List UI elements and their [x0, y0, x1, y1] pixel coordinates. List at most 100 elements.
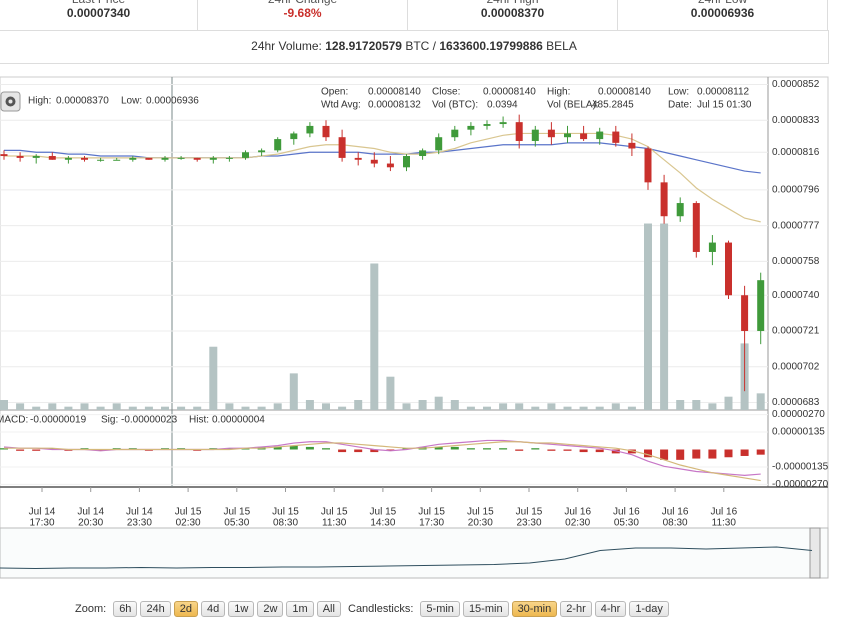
stat-value: -9.68%: [283, 6, 322, 20]
candle-body: [451, 129, 459, 138]
candle-body: [692, 203, 700, 252]
stat-cell: 24hr Change-9.68%: [198, 0, 409, 30]
navigator-handle[interactable]: [809, 527, 821, 579]
settings-icon[interactable]: [0, 91, 21, 112]
candle-body: [161, 157, 169, 160]
volume-row: 24hr Volume: 128.91720579 BTC / 1633600.…: [0, 30, 829, 64]
macd-hist-bar: [531, 448, 540, 450]
tooltip-label: Date:: [668, 100, 692, 111]
macd-hist-bar: [289, 445, 298, 450]
candle-button[interactable]: 30-min: [511, 601, 558, 617]
x-tick-date: Jul 16: [613, 507, 640, 518]
x-tick-date: Jul 15: [223, 507, 250, 518]
volume-bar: [724, 396, 733, 410]
volume-bar: [595, 406, 604, 410]
candle-body: [483, 124, 491, 126]
candle-button[interactable]: 15-min: [462, 601, 509, 617]
x-tick-time: 08:30: [663, 518, 688, 529]
x-tick-date: Jul 16: [564, 507, 591, 518]
y-tick-label: 0.0000816: [772, 147, 820, 158]
tooltip-label: Close:: [432, 87, 460, 98]
y-tick-label: 0.0000721: [772, 326, 820, 337]
macd-hist-bar: [466, 448, 475, 450]
tooltip-label: Low:: [668, 87, 689, 98]
candle-button[interactable]: 1-day: [629, 601, 669, 617]
candle-body: [725, 242, 732, 296]
volume-bela: 1633600.19799886: [439, 39, 543, 53]
zoom-button[interactable]: 2w: [257, 601, 284, 617]
zoom-button[interactable]: All: [316, 601, 341, 617]
candle-button[interactable]: 5-min: [420, 601, 460, 617]
macd-hist-bar: [434, 446, 443, 450]
candle-body: [97, 159, 105, 161]
zoom-button[interactable]: 2d: [173, 601, 199, 617]
volume-bar: [177, 406, 186, 410]
zoom-button[interactable]: 24h: [140, 601, 171, 617]
zoom-button[interactable]: 4d: [201, 601, 226, 617]
volume-bar: [402, 403, 411, 410]
candle-body: [64, 157, 72, 160]
volume-bar: [128, 406, 137, 410]
volume-bar: [627, 406, 636, 410]
macd-hist-bar: [499, 448, 508, 450]
x-tick-date: Jul 16: [710, 507, 737, 518]
x-tick-date: Jul 15: [175, 507, 202, 518]
macd-hist-bar: [144, 449, 153, 451]
zoom-button[interactable]: 1m: [286, 601, 314, 617]
volume-bar: [193, 406, 202, 410]
tooltip-value: 0.00008112: [697, 87, 750, 98]
moving-average: [4, 132, 761, 223]
volume-bar: [0, 400, 8, 410]
macd-legend-label: Sig:: [101, 415, 118, 426]
macd-hist-bar: [483, 448, 491, 450]
macd-hist-bar: [515, 449, 524, 451]
x-tick-date: Jul 15: [272, 507, 299, 518]
macd-legend-value: 0.00000004: [212, 415, 265, 426]
candle-body: [596, 131, 604, 140]
candle-body: [258, 150, 266, 153]
candle-button[interactable]: 2-hr: [560, 601, 592, 617]
tooltip-label: High:: [547, 87, 570, 98]
volume-bar: [531, 406, 540, 410]
navigator-frame: [0, 527, 829, 579]
macd-hist-bar: [402, 448, 411, 450]
x-tick-time: 23:30: [516, 518, 541, 529]
x-tick-date: Jul 14: [126, 507, 153, 518]
tooltip-value: 0.0394: [487, 100, 518, 111]
volume-bar: [225, 403, 234, 410]
zoom-button[interactable]: 1w: [228, 601, 255, 617]
zoom-button[interactable]: 6h: [113, 601, 138, 617]
candle-button[interactable]: 4-hr: [594, 601, 627, 617]
volume-bar: [16, 403, 25, 410]
controls: Zoom: 6h 24h 2d 4d 1w 2w 1m All Candlesticks: 5…: [0, 598, 847, 620]
candle-body: [628, 142, 636, 149]
candle-body: [467, 125, 475, 130]
x-tick-time: 11:30: [712, 518, 737, 529]
macd-hist-bar: [80, 448, 89, 450]
stat-label: 24hr Change: [198, 0, 407, 6]
stat-value: 0.00007340: [66, 6, 131, 20]
volume-bar: [48, 403, 57, 410]
candle-body: [16, 156, 24, 158]
macd-hist-bar: [595, 449, 604, 453]
volume-bar: [370, 263, 379, 410]
x-tick-date: Jul 15: [418, 507, 445, 518]
volume-bar: [692, 400, 701, 410]
summary-low: 0.00006936: [146, 96, 199, 107]
summary-high-label: High:: [28, 96, 51, 107]
x-tick-time: 20:30: [468, 518, 493, 529]
macd-tick-label: 0.00000270: [772, 409, 825, 420]
candle-body: [515, 122, 523, 141]
stat-label: Last Price: [0, 0, 197, 6]
volume-bar: [80, 403, 89, 410]
macd-tick-label: -0.00000270: [772, 479, 829, 490]
candle-body: [644, 148, 652, 183]
macd-hist-bar: [708, 449, 717, 459]
macd-hist-bar: [305, 446, 314, 450]
candle-body: [242, 152, 249, 158]
y-tick-label: 0.0000740: [772, 290, 820, 301]
candle-body: [708, 242, 716, 252]
y-tick-label: 0.0000796: [772, 185, 820, 196]
tooltip-value: 0.00008140: [368, 87, 421, 98]
